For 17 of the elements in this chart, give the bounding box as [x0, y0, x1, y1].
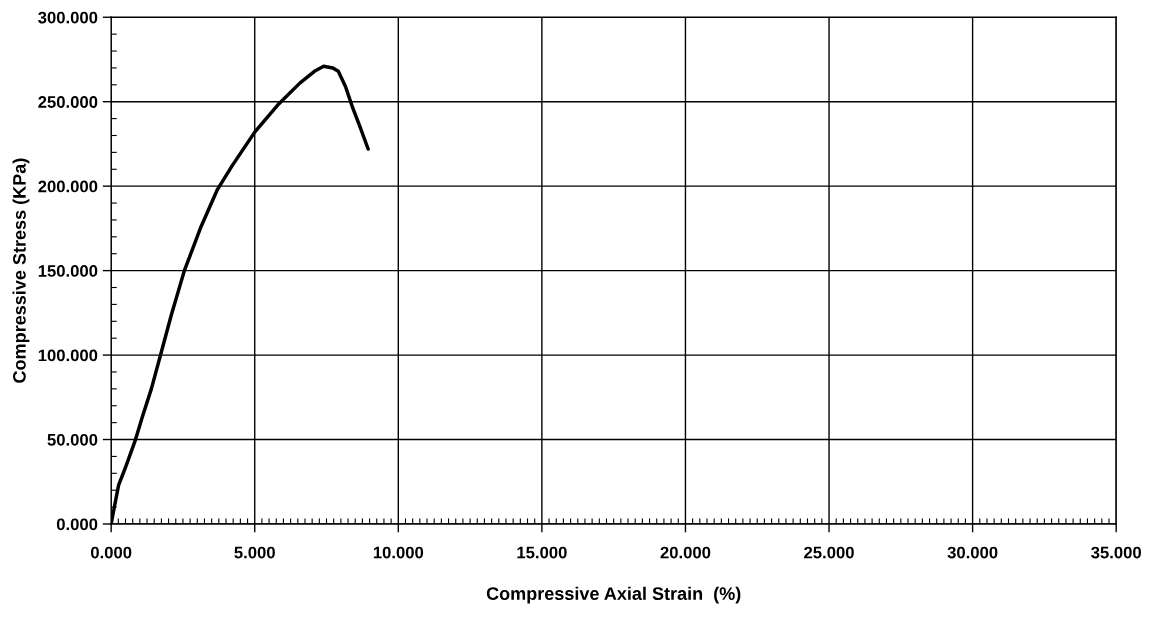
- y-tick-label: 250.000: [38, 96, 98, 108]
- y-tick-label: 50.000: [47, 433, 98, 446]
- y-tick-label: 300.000: [38, 11, 98, 24]
- x-tick-label: 20.000: [660, 546, 711, 559]
- x-tick-label: 15.000: [517, 546, 567, 559]
- y-tick-label: 200.000: [38, 180, 98, 193]
- y-tick-label: 100.000: [38, 349, 98, 362]
- x-axis-title: Compressive Axial Strain (%): [486, 586, 741, 604]
- x-tick-label: 5.000: [234, 546, 275, 559]
- x-tick-label: 25.000: [804, 546, 854, 559]
- x-tick-label: 30.000: [947, 546, 998, 559]
- x-tick-label: 10.000: [373, 546, 424, 559]
- y-tick-label: 0.000: [56, 518, 98, 531]
- x-tick-label: 0.000: [90, 546, 132, 559]
- x-tick-label: 35.000: [1091, 546, 1141, 559]
- y-axis-title: Compressive Stress (KPa): [12, 158, 30, 383]
- y-tick-label: 150.000: [38, 265, 98, 277]
